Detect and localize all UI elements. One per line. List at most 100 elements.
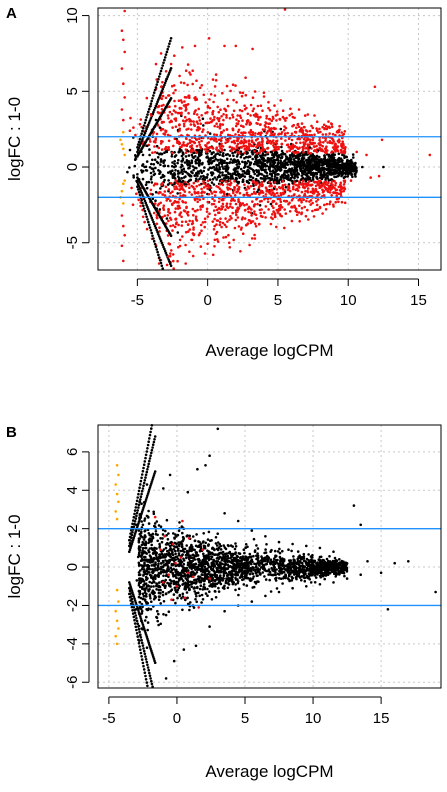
sig-point (198, 198, 202, 201)
point (279, 159, 283, 163)
point (251, 176, 255, 180)
sig-point (267, 208, 270, 211)
point (302, 552, 306, 556)
sig-point (233, 199, 236, 202)
sig-point (226, 104, 230, 108)
stripe-point (169, 262, 172, 266)
sig-point (250, 220, 253, 223)
sig-point (193, 188, 196, 191)
point (354, 162, 357, 165)
sig-point (162, 120, 165, 124)
point (151, 193, 154, 196)
stripe-point (141, 129, 144, 133)
significant-point (428, 153, 432, 157)
point (147, 180, 151, 184)
point (229, 158, 233, 161)
point (332, 156, 336, 159)
point (207, 168, 210, 171)
point (290, 571, 294, 574)
point (164, 543, 168, 546)
sig-point (304, 190, 307, 193)
sig-point (300, 128, 304, 131)
point (221, 171, 224, 174)
point (181, 595, 185, 598)
sig-point (199, 223, 203, 227)
point (172, 173, 176, 177)
point (132, 174, 135, 177)
point (295, 577, 298, 581)
point (225, 577, 228, 580)
point (332, 564, 336, 567)
point (314, 573, 318, 576)
stripe-point (163, 56, 167, 59)
significant-point (167, 197, 170, 201)
point (270, 177, 274, 180)
point (252, 184, 255, 187)
point (317, 558, 321, 561)
sig-point (172, 91, 175, 95)
sig-point (262, 95, 266, 98)
sig-point (325, 183, 329, 186)
point (326, 571, 329, 574)
sig-point (225, 202, 229, 205)
point (190, 161, 193, 165)
sig-point (254, 213, 258, 217)
sig-point (248, 207, 252, 210)
sig-point (219, 217, 222, 220)
point (202, 124, 205, 127)
point (349, 168, 353, 171)
sig-point (312, 180, 316, 184)
sig-point (244, 208, 247, 212)
point (188, 608, 191, 612)
non-significant-point (304, 164, 308, 167)
sig-point (281, 184, 285, 187)
non-significant-point (178, 171, 181, 175)
point (255, 544, 258, 547)
point (239, 167, 243, 171)
sig-point (343, 130, 347, 133)
sig-point (192, 123, 196, 126)
non-significant-point (206, 173, 209, 176)
point (318, 555, 322, 559)
sig-point (298, 220, 302, 223)
point (353, 173, 357, 176)
sig-point (217, 185, 220, 189)
point (321, 167, 324, 171)
sig-point (290, 112, 294, 116)
point (236, 581, 240, 585)
point (176, 192, 179, 195)
point (145, 615, 148, 619)
point (305, 172, 309, 175)
sig-point (231, 115, 235, 119)
significant-point (266, 200, 270, 204)
point (170, 155, 174, 158)
y-tick-label: 10 (64, 7, 81, 24)
sig-point (204, 144, 207, 147)
point (234, 583, 237, 586)
sig-point (237, 200, 240, 204)
sig-point (154, 137, 158, 140)
sig-point (325, 127, 329, 131)
stripe-point (137, 140, 141, 144)
point (241, 170, 245, 173)
point (311, 553, 314, 557)
stripe-point (138, 137, 142, 141)
point (161, 593, 165, 597)
point (261, 156, 264, 160)
sig-point (324, 133, 328, 136)
point (282, 176, 285, 179)
point (283, 159, 286, 163)
point (160, 540, 164, 544)
point (257, 172, 261, 176)
point (308, 164, 312, 167)
sig-point (212, 100, 215, 104)
sig-point (300, 206, 304, 210)
significant-point (181, 46, 184, 49)
sig-point (184, 230, 188, 234)
point (237, 593, 240, 597)
sig-point (178, 111, 181, 115)
point (239, 155, 243, 159)
sig-point (286, 131, 290, 135)
point (166, 538, 170, 541)
point (323, 577, 327, 581)
